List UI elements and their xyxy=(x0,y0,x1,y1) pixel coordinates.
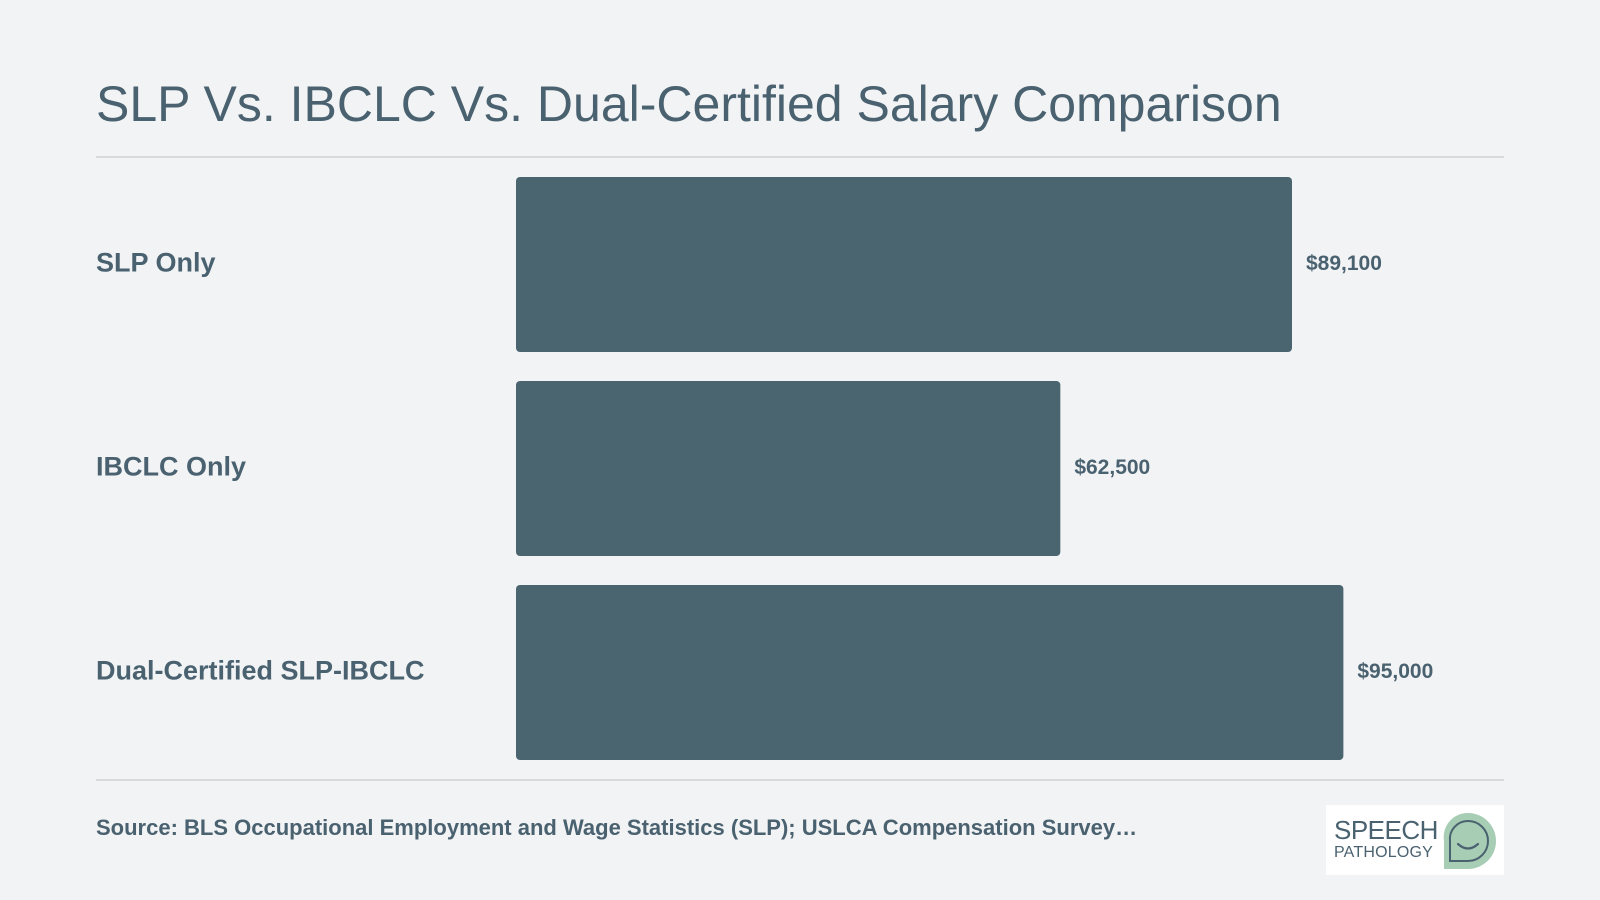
chart-title: SLP Vs. IBCLC Vs. Dual-Certified Salary … xyxy=(96,76,1282,132)
value-label: $62,500 xyxy=(1074,456,1150,479)
logo-line-2: PATHOLOGY xyxy=(1334,844,1434,861)
category-label: SLP Only xyxy=(96,248,216,278)
value-label: $95,000 xyxy=(1357,660,1433,683)
bar[interactable] xyxy=(516,177,1292,352)
value-label: $89,100 xyxy=(1306,252,1382,275)
speech-pathology-logo[interactable]: SPEECH PATHOLOGY xyxy=(1326,805,1504,875)
source-note: Source: BLS Occupational Employment and … xyxy=(96,815,1138,840)
logo-wordmark: SPEECH PATHOLOGY xyxy=(1334,817,1438,861)
top-divider xyxy=(96,156,1504,158)
speech-bubble-smile-icon xyxy=(1443,812,1496,869)
bars-layer: SLP Only $89,100 IBCLC Only $62,500 Dual-Cer… xyxy=(96,177,1433,760)
bar[interactable] xyxy=(516,381,1061,556)
bar[interactable] xyxy=(516,585,1344,760)
logo-line-1: SPEECH xyxy=(1334,815,1438,845)
category-label: Dual-Certified SLP-IBCLC xyxy=(96,656,425,686)
category-label: IBCLC Only xyxy=(96,452,246,482)
bottom-divider xyxy=(96,779,1504,781)
